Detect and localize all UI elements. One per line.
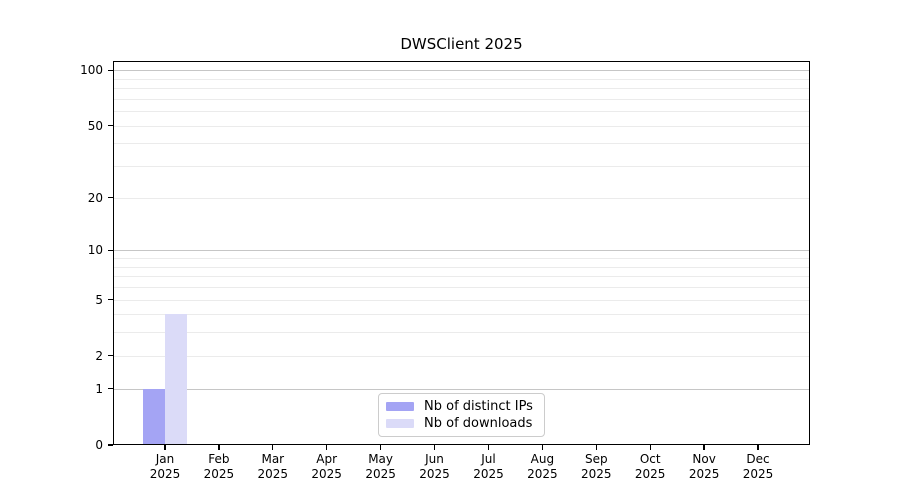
x-tick-label: Apr 2025 [311, 452, 342, 481]
minor-gridline [113, 266, 810, 268]
plot-area: 100 50 20 10 5 2 1 0 Jan 2025 Feb 2025 Mar 2025 Apr… [80, 61, 810, 481]
x-tick-mark [487, 445, 490, 450]
y-tick-mark [108, 355, 113, 357]
x-tick-mark [326, 445, 328, 450]
x-tick-label: May 2025 [365, 452, 396, 481]
legend-item-distinct-ips: Nb of distinct IPs [386, 399, 536, 414]
minor-gridline [113, 166, 810, 168]
major-gridline [113, 70, 810, 72]
y-tick-label: 20 [87, 190, 103, 205]
y-tick-label: 100 [80, 63, 103, 78]
x-tick-label: Jan 2025 [149, 452, 181, 481]
x-tick-mark [703, 445, 705, 450]
x-tick-mark [541, 445, 543, 450]
y-tick-mark [108, 69, 113, 71]
legend-swatch-downloads [386, 419, 414, 428]
minor-gridline [113, 276, 810, 278]
x-tick-mark [757, 445, 759, 450]
x-tick-mark [272, 445, 274, 450]
minor-gridline [113, 332, 810, 334]
minor-gridline [113, 258, 810, 259]
minor-gridline [113, 78, 810, 80]
y-tick-label: 0 [95, 438, 103, 452]
bars-layer [113, 61, 810, 445]
y-tick-label: 1 [95, 381, 103, 396]
y-tick-mark [108, 249, 113, 251]
y-tick-label: 2 [95, 348, 103, 363]
bar-nb-of-distinct-ips-jan [143, 388, 165, 445]
y-tick-label: 5 [95, 292, 103, 307]
minor-gridline [113, 88, 810, 90]
legend-label-distinct-ips: Nb of distinct IPs [424, 399, 533, 414]
legend-item-downloads: Nb of downloads [386, 416, 536, 431]
x-tick-label: Oct 2025 [634, 452, 666, 481]
y-tick-mark [108, 298, 113, 301]
y-tick-mark [108, 197, 113, 199]
x-tick-label: Nov 2025 [688, 452, 720, 481]
x-tick-label: Sep 2025 [581, 452, 612, 481]
legend: Nb of distinct IPs Nb of downloads [378, 393, 545, 437]
y-tick-label: 50 [87, 118, 103, 133]
bar-nb-of-downloads-jan [165, 314, 187, 445]
minor-gridline [113, 125, 810, 127]
x-tick-label: Feb 2025 [203, 452, 235, 481]
x-tick-mark [433, 445, 436, 450]
legend-label-downloads: Nb of downloads [424, 416, 533, 431]
minor-gridline [113, 98, 810, 100]
x-tick-label: Jun 2025 [419, 452, 450, 481]
x-tick-mark [380, 445, 382, 450]
minor-gridline [113, 143, 810, 145]
x-tick-mark [595, 445, 597, 450]
x-tick-mark [649, 445, 651, 450]
minor-gridline [113, 355, 810, 357]
minor-gridline [113, 197, 810, 199]
y-tick-mark [108, 125, 113, 127]
x-tick-mark [164, 445, 166, 450]
x-tick-mark [218, 445, 220, 450]
minor-gridline [113, 299, 810, 301]
y-tick-mark [108, 388, 113, 390]
legend-swatch-distinct-ips [386, 402, 414, 411]
major-gridline [113, 388, 810, 390]
chart-title: DWSClient 2025 [400, 35, 523, 53]
minor-gridline [113, 314, 810, 316]
x-tick-label: Dec 2025 [742, 452, 774, 481]
axes-ticks-layer: 100 50 20 10 5 2 1 0 Jan 2025 Feb 2025 Mar 2025 Apr… [80, 61, 810, 481]
x-tick-label: Mar 2025 [257, 452, 289, 481]
minor-gridline [113, 111, 810, 113]
major-gridline [113, 250, 810, 252]
y-tick-label: 10 [87, 243, 103, 258]
y-tick-mark [108, 444, 113, 446]
minor-gridline [113, 287, 810, 288]
x-tick-label: Aug 2025 [527, 452, 558, 481]
x-tick-label: Jul 2025 [473, 452, 504, 481]
gridlines-layer [113, 61, 810, 445]
